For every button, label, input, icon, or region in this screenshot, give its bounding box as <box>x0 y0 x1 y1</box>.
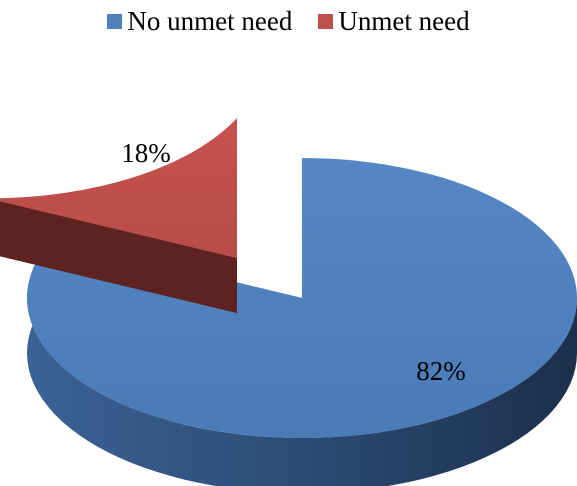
legend-item-no-unmet-need: No unmet need <box>107 6 292 37</box>
legend-label-unmet-need: Unmet need <box>338 6 470 36</box>
legend-item-unmet-need: Unmet need <box>318 6 470 37</box>
legend-label-no-unmet-need: No unmet need <box>127 6 293 36</box>
slice-side-unmet-need <box>0 201 237 313</box>
data-label-unmet-need: 18% <box>121 138 171 168</box>
chart-legend: No unmet need Unmet need <box>0 6 577 37</box>
slice-unmet-need <box>0 118 237 258</box>
slice-no-unmet-need <box>27 158 577 438</box>
legend-swatch-no-unmet-need <box>107 14 123 29</box>
slice-side-no-unmet-need <box>27 238 577 486</box>
legend-swatch-unmet-need <box>318 14 334 29</box>
data-label-no-unmet-need: 82% <box>416 356 466 386</box>
